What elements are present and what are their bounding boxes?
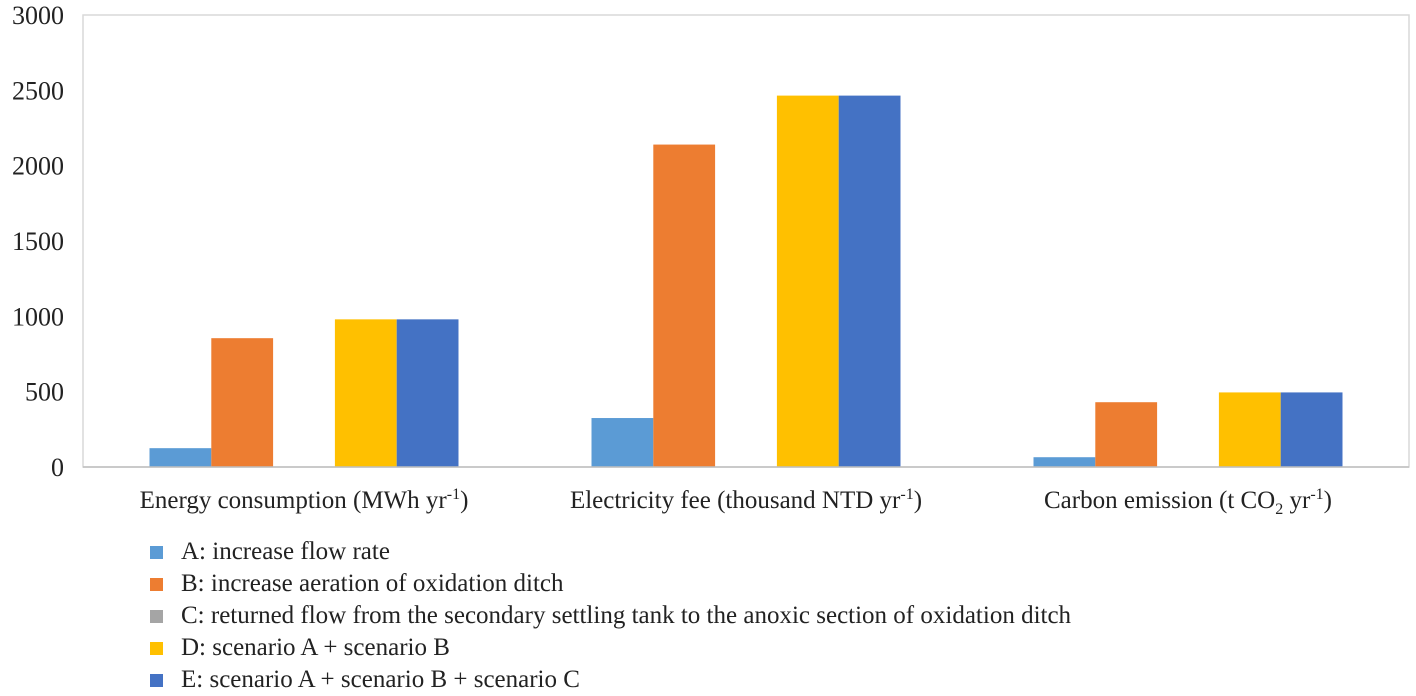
category-label: Carbon emission (t CO2 yr-1) bbox=[1044, 486, 1332, 518]
plot-area-frame bbox=[82, 14, 1410, 468]
bar-a-2 bbox=[591, 418, 654, 467]
bar-chart: 0 500 1000 1500 2000 2500 3000 Energy consumpt… bbox=[12, 1, 1410, 518]
legend-swatch bbox=[150, 545, 163, 559]
bar-b-2 bbox=[653, 144, 716, 467]
category-label: Energy consumption (MWh yr-1) bbox=[140, 486, 469, 514]
legend-label: E: scenario A + scenario B + scenario C bbox=[181, 666, 580, 693]
legend-label: B: increase aeration of oxidation ditch bbox=[181, 570, 564, 597]
legend-label: A: increase flow rate bbox=[181, 538, 390, 565]
bar-d-3 bbox=[1218, 392, 1281, 467]
y-axis-ticks: 0 500 1000 1500 2000 2500 3000 bbox=[12, 1, 64, 482]
y-tick-label: 500 bbox=[25, 378, 64, 407]
y-tick-label: 1000 bbox=[12, 302, 64, 331]
legend-item-e: E: scenario A + scenario B + scenario C bbox=[150, 664, 1071, 696]
bar-a-3 bbox=[1033, 457, 1096, 467]
y-tick-label: 0 bbox=[51, 453, 64, 482]
y-tick-label: 2000 bbox=[12, 152, 64, 181]
legend-item-c: C: returned flow from the secondary sett… bbox=[150, 600, 1071, 632]
y-tick-label: 2500 bbox=[12, 76, 64, 105]
legend: A: increase flow rate B: increase aeratio… bbox=[150, 536, 1071, 696]
y-tick-label: 1500 bbox=[12, 227, 64, 256]
legend-swatch bbox=[150, 609, 163, 623]
legend-label: D: scenario A + scenario B bbox=[181, 634, 450, 661]
bar-d-1 bbox=[334, 319, 397, 467]
legend-item-b: B: increase aeration of oxidation ditch bbox=[150, 568, 1071, 600]
bar-b-1 bbox=[211, 338, 274, 467]
category-label: Electricity fee (thousand NTD yr-1) bbox=[570, 486, 922, 514]
category-labels: Energy consumption (MWh yr-1) Electricity… bbox=[140, 486, 1332, 518]
legend-label: C: returned flow from the secondary sett… bbox=[181, 602, 1072, 629]
legend-item-d: D: scenario A + scenario B bbox=[150, 632, 1071, 664]
bars-group bbox=[149, 95, 1343, 468]
bar-a-1 bbox=[149, 448, 212, 467]
bar-d-2 bbox=[776, 95, 839, 468]
legend-swatch bbox=[150, 641, 163, 655]
legend-item-a: A: increase flow rate bbox=[150, 536, 1071, 568]
bar-b-3 bbox=[1095, 402, 1158, 467]
bar-e-3 bbox=[1280, 392, 1343, 467]
legend-swatch bbox=[150, 577, 163, 591]
bar-e-1 bbox=[396, 319, 459, 467]
bar-e-2 bbox=[838, 95, 901, 468]
y-tick-label: 3000 bbox=[12, 1, 64, 30]
legend-swatch bbox=[150, 673, 163, 687]
